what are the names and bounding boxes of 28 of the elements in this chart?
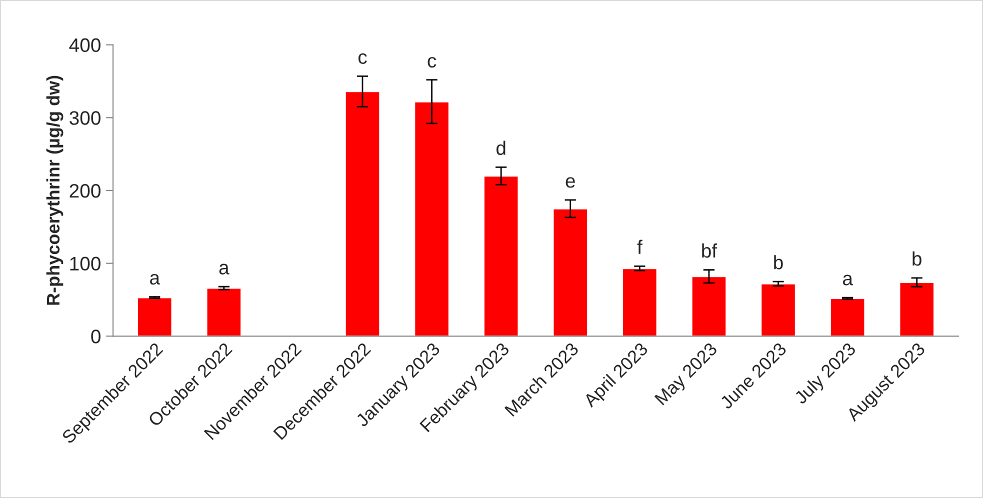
data-label: c xyxy=(428,56,436,68)
data-label: e xyxy=(566,177,575,188)
bar xyxy=(344,90,381,336)
y-tick-label: 300 xyxy=(70,111,100,125)
data-label: b xyxy=(774,255,783,270)
bar xyxy=(760,283,796,336)
data-label: b xyxy=(912,251,922,266)
bar xyxy=(690,276,727,336)
bar xyxy=(830,298,866,336)
bar xyxy=(206,287,242,336)
data-label: a xyxy=(150,274,160,285)
y-tick-label: 0 xyxy=(91,330,100,344)
data-label: bf xyxy=(702,243,718,258)
bar xyxy=(898,282,935,336)
bar xyxy=(622,268,658,336)
bar xyxy=(483,175,520,336)
bar xyxy=(136,296,173,336)
bar xyxy=(414,100,450,336)
data-label: a xyxy=(842,274,853,286)
y-tick-label: 200 xyxy=(70,184,100,198)
y-axis-title: R-phycoerythrinr (µg/g dw) xyxy=(46,76,64,305)
bar xyxy=(552,208,588,336)
data-label: c xyxy=(358,53,367,64)
data-label: d xyxy=(496,140,506,155)
y-tick-label: 100 xyxy=(70,256,100,271)
data-label: f xyxy=(637,240,642,254)
y-tick-label: 400 xyxy=(69,38,100,52)
data-label: a xyxy=(219,264,230,274)
